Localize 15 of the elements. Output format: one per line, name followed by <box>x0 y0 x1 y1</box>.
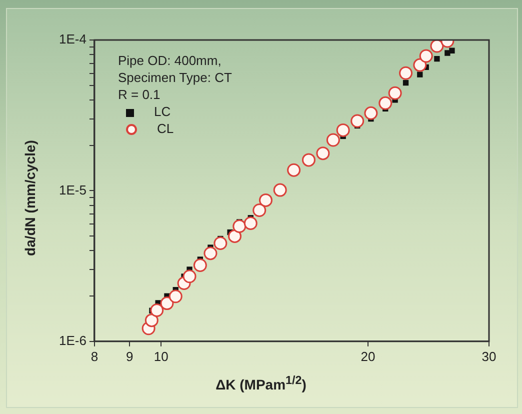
legend-label: LC <box>153 103 172 120</box>
x-tick-label: 8 <box>90 348 98 364</box>
x-tick-label: 10 <box>154 348 168 364</box>
annotation: Specimen Type: CT <box>118 69 232 86</box>
y-axis-title: da/dN (mm/cycle) <box>22 140 38 256</box>
x-tick-label: 30 <box>482 348 496 364</box>
annotation: Pipe OD: 400mm, <box>118 52 222 69</box>
x-axis-title: ΔK (MPam$^{1/2}$) <box>214 374 308 393</box>
y-tick-label: 1E-5 <box>58 182 86 198</box>
y-tick-label: 1E-4 <box>58 32 86 47</box>
legend-label: CL <box>156 120 175 137</box>
annotation: R = 0.1 <box>118 86 162 103</box>
y-tick-label: 1E-6 <box>58 332 86 348</box>
x-tick-label: 20 <box>360 348 376 364</box>
x-tick-label: 9 <box>126 348 134 364</box>
